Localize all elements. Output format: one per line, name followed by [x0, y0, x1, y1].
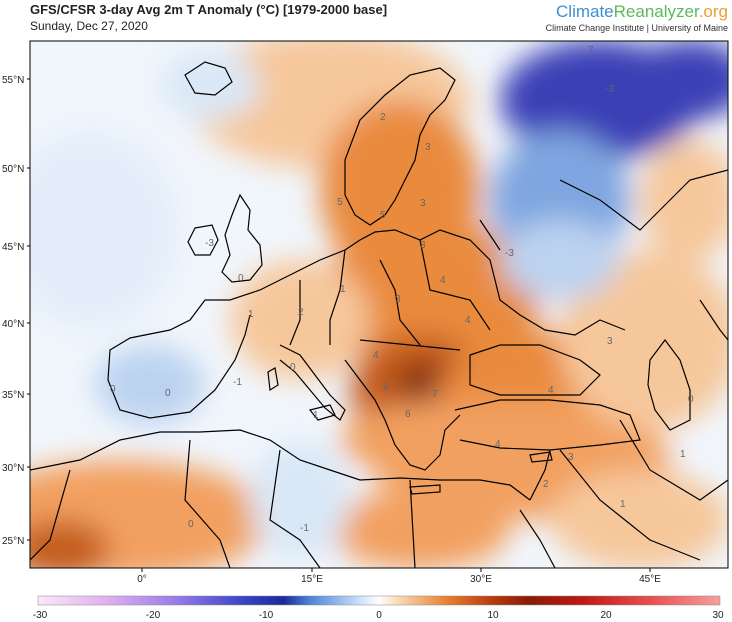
contour-label: 4: [440, 275, 446, 286]
longitude-labels: 0° 15°E 30°E 45°E: [137, 574, 661, 585]
colorbar-tick: 10: [487, 610, 499, 621]
map-frame: [29, 40, 729, 569]
contour-label: 5: [380, 210, 386, 221]
map-title: GFS/CFSR 3-day Avg 2m T Anomaly (°C) [19…: [30, 2, 388, 17]
contour-label: 7: [432, 389, 438, 400]
contour-labels: 7 -3 2 3 5 5 3 3 -3 0 1 2 1 3 4 4 7 6 6 …: [110, 45, 694, 534]
contour-label: 0: [290, 362, 296, 373]
lat-label: 50°N: [2, 164, 24, 175]
contour-label: 0: [110, 384, 116, 395]
contour-label: -3: [605, 84, 614, 95]
colorbar-tick: -10: [259, 610, 274, 621]
brand-part-climate: Climate: [556, 2, 614, 21]
latitude-labels: 55°N 50°N 45°N 40°N 35°N 30°N 25°N: [2, 75, 24, 547]
colorbar-tick: -30: [33, 610, 48, 621]
colorbar-ticks: -30 -20 -10 0 10 20 30: [33, 610, 724, 621]
colorbar-tick: 20: [600, 610, 612, 621]
anomaly-field: [30, 41, 728, 568]
lon-label: 30°E: [470, 574, 492, 585]
contour-label: 1: [313, 410, 319, 421]
contour-label: -1: [233, 377, 242, 388]
contour-label: 4: [465, 315, 471, 326]
contour-label: 1: [680, 449, 686, 460]
contour-label: 0: [165, 388, 171, 399]
brand-part-reanalyzer: Reanalyzer: [613, 2, 699, 21]
colorbar-tick: -20: [146, 610, 161, 621]
contour-label: 6: [405, 409, 411, 420]
brand-name: ClimateReanalyzer.org: [546, 2, 728, 22]
colorbar: [37, 595, 721, 606]
contour-label: 0: [238, 273, 244, 284]
brand-logo[interactable]: ClimateReanalyzer.org Climate Change Ins…: [546, 2, 728, 33]
colorbar-tick: 30: [712, 610, 724, 621]
contour-label: 4: [495, 439, 501, 450]
contour-label: 3: [568, 452, 574, 463]
contour-label: 3: [607, 336, 613, 347]
contour-label: 2: [380, 112, 386, 123]
lat-label: 40°N: [2, 319, 24, 330]
contour-label: 1: [340, 284, 346, 295]
contour-label: 2: [543, 479, 549, 490]
contour-label: 7: [588, 45, 594, 56]
contour-label: -3: [205, 238, 214, 249]
contour-label: 1: [248, 309, 254, 320]
contour-label: 5: [337, 197, 343, 208]
contour-label: 4: [373, 350, 379, 361]
contour-label: 3: [395, 294, 401, 305]
lat-label: 55°N: [2, 75, 24, 86]
contour-label: 3: [425, 142, 431, 153]
map-date: Sunday, Dec 27, 2020: [30, 19, 148, 33]
contour-label: 3: [420, 198, 426, 209]
lat-label: 25°N: [2, 536, 24, 547]
brand-subtitle: Climate Change Institute | University of…: [545, 23, 728, 33]
contour-label: -3: [505, 248, 514, 259]
lat-label: 45°N: [2, 242, 24, 253]
brand-part-org: .org: [698, 2, 728, 21]
lat-label: 35°N: [2, 390, 24, 401]
contour-label: 0: [188, 519, 194, 530]
contour-label: 1: [620, 499, 626, 510]
lon-label: 15°E: [301, 574, 323, 585]
contour-label: 4: [548, 385, 554, 396]
contour-label: 0: [688, 394, 694, 405]
lon-label: 0°: [137, 574, 147, 585]
contour-label: 6: [383, 382, 389, 393]
lat-ticks: [27, 78, 651, 572]
coastlines: [30, 61, 728, 568]
contour-label: 3: [420, 240, 426, 251]
lon-label: 45°E: [639, 574, 661, 585]
colorbar-tick: 0: [376, 610, 382, 621]
lat-label: 30°N: [2, 463, 24, 474]
contour-label: 2: [298, 307, 304, 318]
contour-label: -1: [300, 523, 309, 534]
